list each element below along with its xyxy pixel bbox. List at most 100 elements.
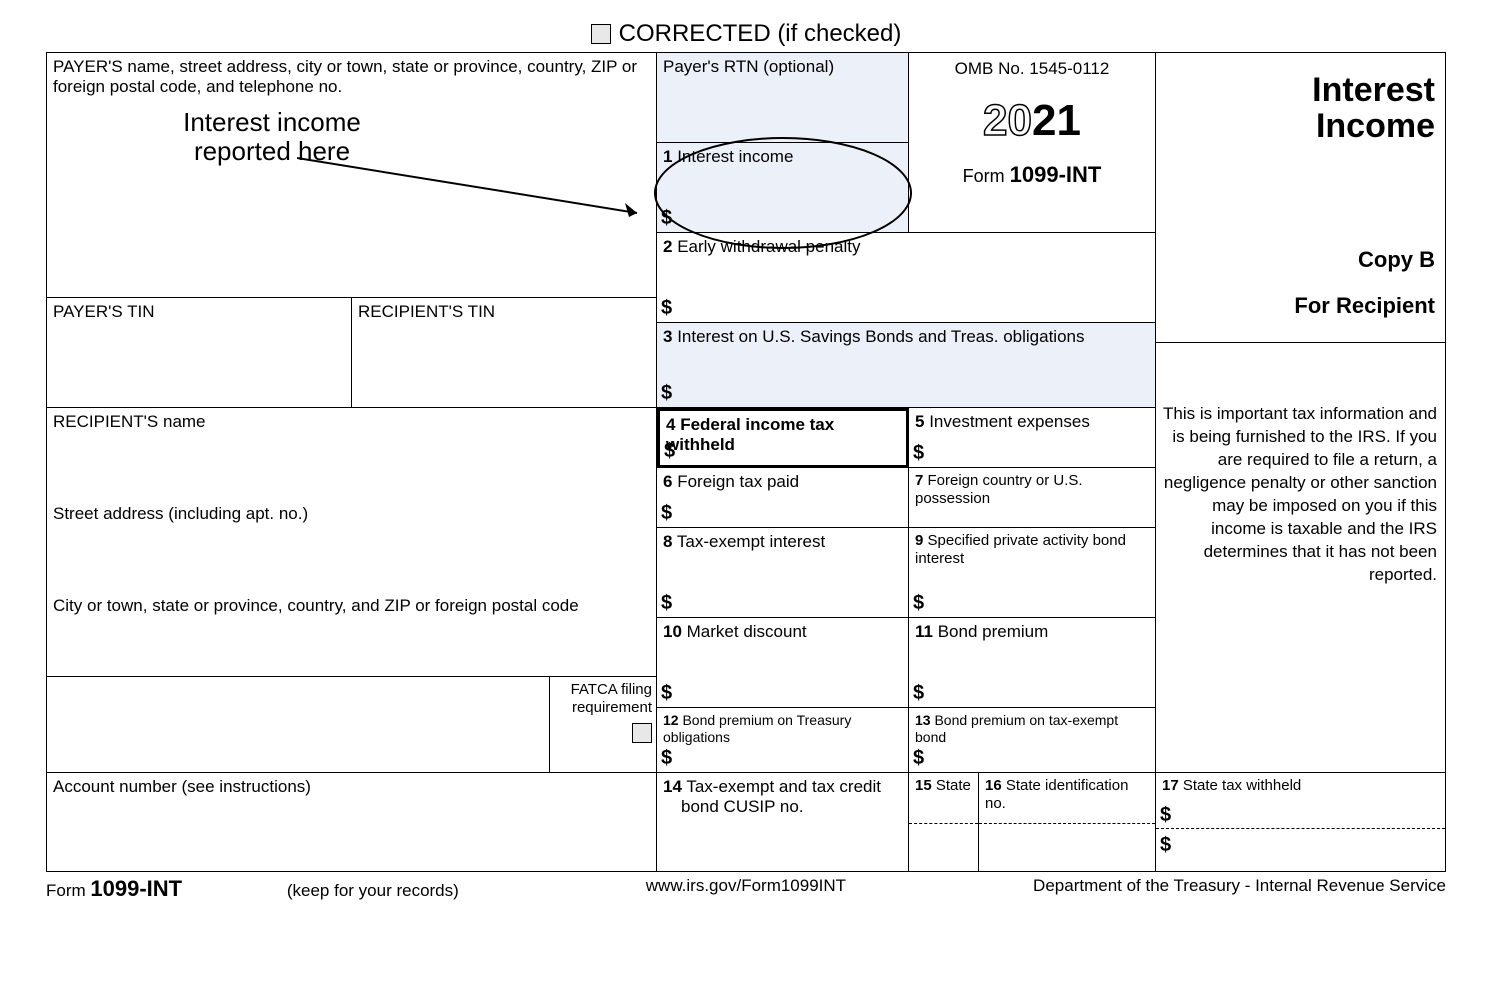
- box-16-cell: 16 State identification no.: [979, 773, 1156, 871]
- box-10-num: 10: [663, 622, 682, 641]
- recipient-name-cell: RECIPIENT'S name: [47, 408, 657, 500]
- box-9-cell: 9 Specified private activity bond intere…: [909, 528, 1156, 618]
- street-cell: Street address (including apt. no.): [47, 500, 657, 592]
- right-notice-cell: This is important tax information and is…: [1156, 343, 1445, 773]
- box-3-dollar: $: [661, 381, 672, 405]
- footer-url: www.irs.gov/Form1099INT: [646, 876, 846, 902]
- copy-b: Copy B: [1162, 247, 1435, 273]
- box-10-cell: 10 Market discount $: [657, 618, 909, 708]
- year: 2021: [915, 95, 1149, 148]
- box-11-num: 11: [915, 622, 933, 641]
- title-income: Income: [1160, 109, 1435, 145]
- box-13-num: 13: [915, 712, 931, 728]
- box-5-label: Investment expenses: [924, 412, 1089, 431]
- box-6-label: Foreign tax paid: [672, 472, 799, 491]
- box-6-cell: 6 Foreign tax paid $: [657, 468, 909, 528]
- rtn-label: Payer's RTN (optional): [663, 57, 834, 76]
- box-16-label: State identification no.: [985, 777, 1128, 812]
- box-10-dollar: $: [661, 681, 672, 705]
- footer-row: Form 1099-INT (keep for your records) ww…: [46, 872, 1446, 902]
- recipient-tin-cell: RECIPIENT'S TIN: [352, 298, 657, 408]
- box-12-cell: 12 Bond premium on Treasury obligations …: [657, 708, 909, 773]
- payer-tin-label: PAYER'S TIN: [53, 302, 155, 321]
- box-14-label-1: Tax-exempt and tax credit: [682, 777, 881, 796]
- box-13-dollar: $: [913, 746, 924, 770]
- box-2-cell: 2 Early withdrawal penalty $: [657, 233, 1156, 323]
- city-cell: City or town, state or province, country…: [47, 592, 657, 677]
- street-label: Street address (including apt. no.): [53, 504, 308, 523]
- footer-form: Form 1099-INT (keep for your records): [46, 876, 459, 902]
- box-14-label-2: bond CUSIP no.: [663, 797, 804, 816]
- box-5-cell: 5 Investment expenses $: [909, 408, 1156, 468]
- box-10-label: Market discount: [682, 622, 807, 641]
- box-13-cell: 13 Bond premium on tax-exempt bond $: [909, 708, 1156, 773]
- fatca-checkbox[interactable]: [632, 723, 652, 743]
- omb-label: OMB No. 1545-0112: [915, 59, 1149, 79]
- box-14-num: 14: [663, 777, 682, 796]
- box-8-dollar: $: [661, 591, 672, 615]
- box-4-dollar: $: [664, 439, 675, 463]
- title-interest: Interest: [1160, 73, 1435, 109]
- form-code: 1099-INT: [1010, 162, 1102, 187]
- year-outline: 20: [983, 96, 1032, 145]
- account-label: Account number (see instructions): [53, 777, 311, 796]
- corrected-label: CORRECTED (if checked): [619, 20, 902, 48]
- city-label: City or town, state or province, country…: [53, 596, 579, 615]
- box-17-cell: 17 State tax withheld $ $: [1156, 773, 1445, 871]
- fatca-cell: FATCA filing requirement: [550, 677, 657, 773]
- footer-dept: Department of the Treasury - Internal Re…: [1033, 876, 1446, 902]
- box-8-label: Tax-exempt interest: [672, 532, 825, 551]
- callout-line1: Interest income: [147, 108, 397, 137]
- box-11-dollar: $: [913, 681, 924, 705]
- box-7-cell: 7 Foreign country or U.S. possession: [909, 468, 1156, 528]
- callout-arrow: [297, 153, 657, 233]
- for-recipient: For Recipient: [1162, 293, 1435, 319]
- box-11-cell: 11 Bond premium $: [909, 618, 1156, 708]
- box-12-label: Bond premium on Treasury obligations: [663, 712, 851, 745]
- box-17-dollar-1: $: [1160, 803, 1171, 827]
- recipient-tin-label: RECIPIENT'S TIN: [358, 302, 495, 321]
- box-2-label: Early withdrawal penalty: [672, 237, 860, 256]
- right-title-cell: Interest Income: [1156, 53, 1445, 233]
- box-1-label: Interest income: [672, 147, 793, 166]
- form-word: Form: [963, 166, 1010, 186]
- form-1099-int: CORRECTED (if checked) PAYER'S name, str…: [46, 20, 1446, 902]
- box-1-cell: 1 Interest income $: [657, 143, 909, 233]
- notice-text: This is important tax information and is…: [1160, 403, 1437, 587]
- box-14-cell: 14 Tax-exempt and tax credit bond CUSIP …: [657, 773, 909, 871]
- box-3-label: Interest on U.S. Savings Bonds and Treas…: [672, 327, 1084, 346]
- box-1-dollar: $: [661, 206, 672, 230]
- fatca-label-1: FATCA filing: [556, 681, 652, 699]
- box-4-label: Federal income tax withheld: [666, 415, 834, 454]
- box-4-cell: 4 Federal income tax withheld $: [657, 408, 909, 468]
- footer-form-code: 1099-INT: [90, 876, 182, 901]
- right-copy-cell: Copy B For Recipient: [1156, 233, 1445, 343]
- box-13-label: Bond premium on tax-exempt bond: [915, 712, 1118, 745]
- box-5-dollar: $: [913, 441, 924, 465]
- box-3-cell: 3 Interest on U.S. Savings Bonds and Tre…: [657, 323, 1156, 408]
- box-17-dollar-2: $: [1160, 833, 1171, 857]
- box-15-num: 15: [915, 777, 932, 794]
- box-17-num: 17: [1162, 777, 1179, 794]
- corrected-row: CORRECTED (if checked): [46, 20, 1446, 48]
- box-11-label: Bond premium: [933, 622, 1048, 641]
- payer-block-label: PAYER'S name, street address, city or to…: [53, 57, 637, 96]
- box-15-label: State: [932, 777, 971, 794]
- payer-tin-cell: PAYER'S TIN: [47, 298, 352, 408]
- rtn-cell: Payer's RTN (optional): [657, 53, 909, 143]
- box-9-label: Specified private activity bond interest: [915, 532, 1126, 567]
- fatca-label-2: requirement: [556, 699, 652, 717]
- footer-form-word: Form: [46, 881, 90, 900]
- omb-year-cell: OMB No. 1545-0112 2021 Form 1099-INT: [909, 53, 1156, 233]
- corrected-checkbox[interactable]: [591, 24, 611, 44]
- year-solid: 21: [1032, 96, 1081, 145]
- box-6-dollar: $: [661, 501, 672, 525]
- box-12-num: 12: [663, 712, 679, 728]
- account-cell: Account number (see instructions): [47, 773, 657, 871]
- box-17-label: State tax withheld: [1179, 777, 1302, 794]
- box-15-cell: 15 State: [909, 773, 979, 871]
- box-9-dollar: $: [913, 591, 924, 615]
- box-2-dollar: $: [661, 296, 672, 320]
- box-8-cell: 8 Tax-exempt interest $: [657, 528, 909, 618]
- form-grid: PAYER'S name, street address, city or to…: [46, 52, 1446, 872]
